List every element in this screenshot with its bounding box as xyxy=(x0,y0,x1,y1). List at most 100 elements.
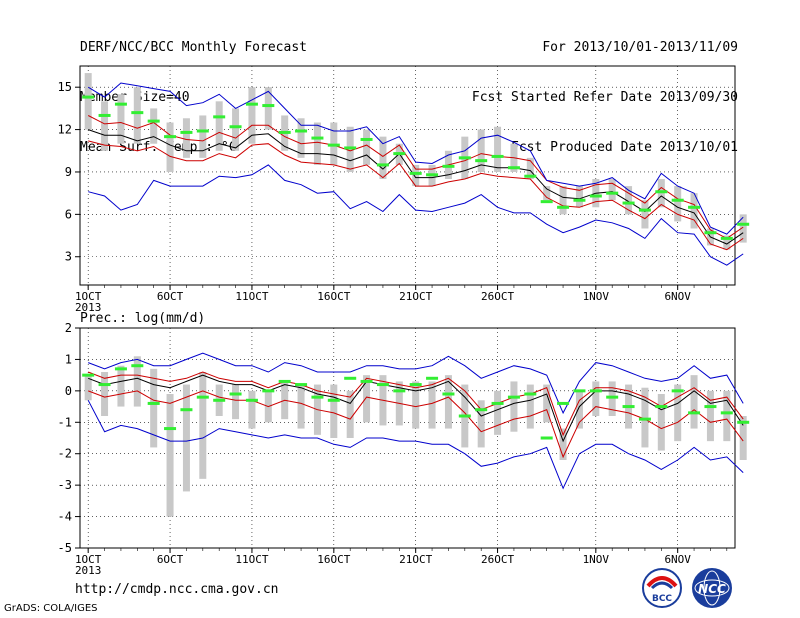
member-range-box xyxy=(674,384,682,442)
member-range-box xyxy=(150,108,158,144)
median-marker xyxy=(295,383,308,387)
member-range-box xyxy=(101,372,109,416)
median-marker xyxy=(442,392,455,396)
member-range-box xyxy=(494,126,502,172)
series-line-p_upper xyxy=(87,115,744,239)
median-marker xyxy=(720,236,733,240)
y-tick-label: 2 xyxy=(65,321,72,335)
temperature-panel: 1OCT 6OCT 11OCT 16OCT 21OCT 26OCT 1NOV 6NOV 2013… xyxy=(58,65,750,314)
member-range-box xyxy=(477,129,485,172)
median-marker xyxy=(540,436,553,440)
member-range-box xyxy=(117,94,125,144)
median-marker xyxy=(344,376,357,380)
y-tick-label: 12 xyxy=(58,123,72,137)
x-tick-label: 26OCT xyxy=(481,553,514,566)
median-marker xyxy=(98,383,111,387)
bcc-logo-text: BCC xyxy=(652,594,672,604)
median-marker xyxy=(180,408,193,412)
median-marker xyxy=(737,420,750,424)
median-marker xyxy=(360,379,373,383)
median-marker xyxy=(426,376,439,380)
median-marker xyxy=(409,383,422,387)
member-range-box xyxy=(575,186,583,208)
member-range-box xyxy=(526,384,534,429)
median-marker xyxy=(589,194,602,198)
member-range-box xyxy=(182,384,190,492)
median-marker xyxy=(98,113,111,117)
forecast-period-label: For 2013/10/01-2013/11/09 xyxy=(542,40,738,55)
plot-frame xyxy=(79,65,736,286)
member-range-box xyxy=(232,384,240,420)
member-range-box xyxy=(723,390,731,442)
y-tick-label: -4 xyxy=(58,510,72,524)
member-range-box xyxy=(739,214,747,243)
median-marker xyxy=(131,111,144,115)
median-marker xyxy=(82,373,95,377)
ncc-logo-text: NCC xyxy=(698,582,726,596)
series-line-p_lower xyxy=(88,390,744,459)
grads-credit: GrADS: COLA/IGES xyxy=(4,603,98,614)
x-tick-label: 1NOV xyxy=(583,553,610,566)
x-tick-label: 6OCT xyxy=(157,553,184,566)
y-tick-label: -3 xyxy=(58,478,72,492)
x-tick-label: 26OCT xyxy=(481,290,514,303)
member-range-box xyxy=(739,416,747,460)
median-marker xyxy=(540,200,553,204)
member-range-box xyxy=(608,381,616,416)
x-tick-label: 6NOV xyxy=(664,553,691,566)
y-tick-label: 15 xyxy=(58,80,72,94)
member-range-box xyxy=(84,73,92,130)
member-range-box xyxy=(625,186,633,215)
median-marker xyxy=(688,205,701,209)
median-marker xyxy=(311,136,324,140)
source-url[interactable]: http://cmdp.ncc.cma.gov.cn xyxy=(75,582,279,597)
member-range-box xyxy=(297,384,305,429)
median-marker xyxy=(262,389,275,393)
y-tick-label: 0 xyxy=(65,384,72,398)
member-range-box xyxy=(248,390,256,429)
median-marker xyxy=(114,367,127,371)
median-marker xyxy=(278,130,291,134)
median-marker xyxy=(278,379,291,383)
x-tick-label: 1OCT xyxy=(75,290,102,303)
member-range-box xyxy=(723,235,731,250)
member-range-box xyxy=(379,136,387,180)
member-range-box xyxy=(297,118,305,158)
median-marker xyxy=(245,398,258,402)
median-marker xyxy=(213,398,226,402)
member-range-box xyxy=(641,387,649,448)
median-marker xyxy=(327,398,340,402)
median-marker xyxy=(573,389,586,393)
median-marker xyxy=(393,152,406,156)
median-marker xyxy=(180,130,193,134)
median-marker xyxy=(557,401,570,405)
median-marker xyxy=(524,392,537,396)
member-range-box xyxy=(690,375,698,429)
median-marker xyxy=(164,135,177,139)
median-marker xyxy=(524,174,537,178)
x-tick-label: 16OCT xyxy=(317,553,350,566)
series-line-mean xyxy=(88,129,744,245)
member-range-box xyxy=(133,87,141,144)
median-marker xyxy=(688,411,701,415)
median-marker xyxy=(606,395,619,399)
median-marker xyxy=(458,156,471,160)
member-range-box xyxy=(412,381,420,429)
member-range-box xyxy=(363,129,371,165)
median-marker xyxy=(147,401,160,405)
median-marker xyxy=(491,154,504,158)
median-marker xyxy=(622,405,635,409)
member-range-box xyxy=(117,365,125,407)
series-line-p_upper xyxy=(88,371,744,437)
member-range-box xyxy=(330,384,338,438)
median-marker xyxy=(262,104,275,108)
header-right: For 2013/10/01-2013/11/09 Fcst Started R… xyxy=(472,10,738,175)
median-marker xyxy=(475,159,488,163)
median-marker xyxy=(671,389,684,393)
median-marker xyxy=(327,143,340,147)
fcst-produced-label: Fcst Produced Date 2013/10/01 xyxy=(511,140,738,155)
median-marker xyxy=(344,146,357,150)
series-line-min xyxy=(87,400,744,490)
median-marker xyxy=(311,395,324,399)
